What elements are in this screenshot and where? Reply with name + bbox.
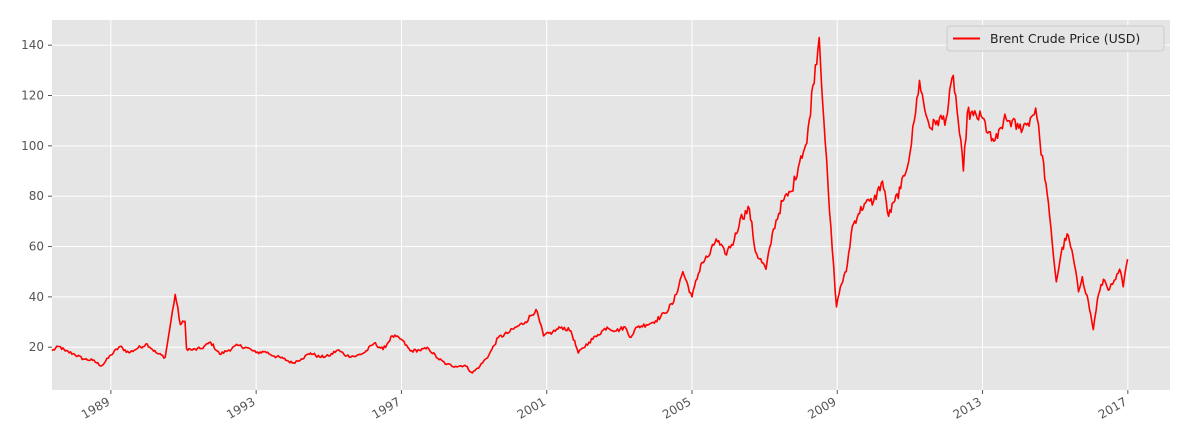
x-tick-label: 1989 (79, 394, 112, 421)
x-axis-ticks: 1989 1993 1997 2001 2005 2009 2013 2017 (79, 390, 1129, 422)
y-axis-ticks: 20 40 60 80 100 120 140 (21, 38, 52, 354)
grid-lines (52, 20, 1170, 390)
x-tick-label: 2017 (1096, 394, 1129, 421)
y-tick-label: 20 (29, 340, 44, 354)
x-tick-label: 1993 (224, 394, 257, 421)
series-line-brent (51, 36, 1129, 374)
y-tick-label: 120 (21, 89, 44, 103)
legend-box (946, 25, 1165, 52)
x-tick-label: 2009 (805, 394, 838, 421)
y-tick-label: 60 (29, 240, 44, 254)
y-tick-label: 140 (21, 38, 44, 52)
x-tick-label: 2001 (515, 394, 548, 421)
legend-label: Brent Crude Price (USD) (990, 31, 1140, 46)
legend[interactable]: Brent Crude Price (USD) (946, 25, 1165, 52)
series-layer (51, 36, 1129, 374)
plot-area-background (52, 20, 1170, 390)
x-tick-label: 1997 (369, 394, 402, 421)
y-tick-label: 80 (29, 189, 44, 203)
y-tick-label: 100 (21, 139, 44, 153)
x-tick-label: 2005 (660, 394, 693, 421)
y-tick-label: 40 (29, 290, 44, 304)
x-tick-label: 2013 (951, 394, 984, 421)
